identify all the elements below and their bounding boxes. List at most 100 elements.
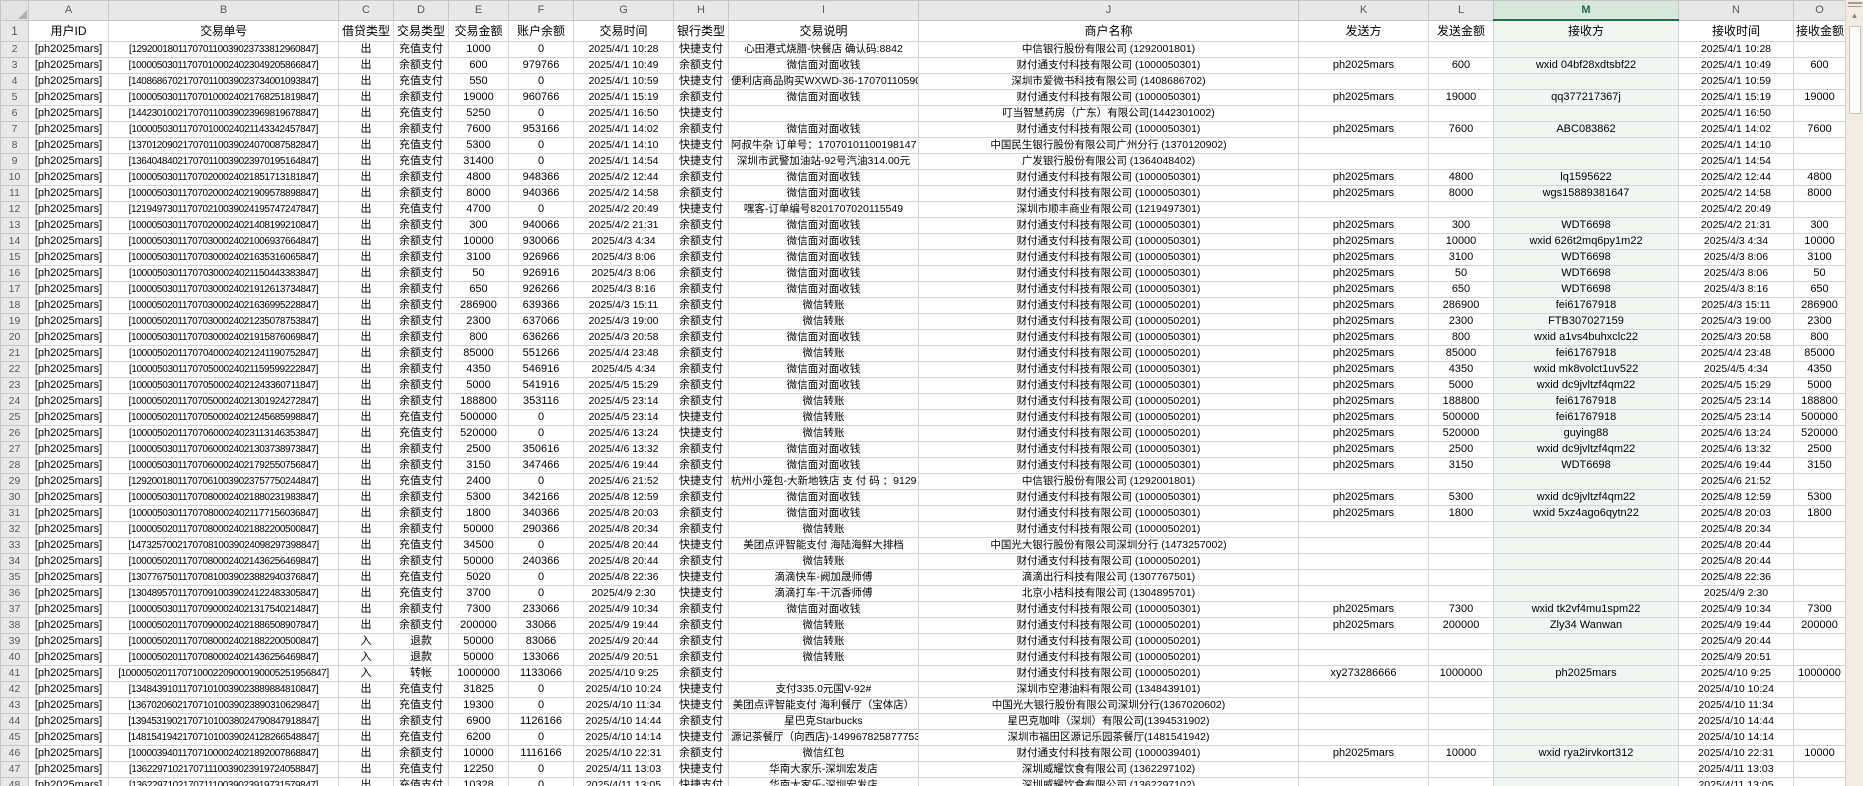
cell-A31[interactable]: [ph2025mars] xyxy=(28,505,109,522)
cell-F31[interactable]: 340366 xyxy=(508,505,574,522)
cell-F47[interactable]: 0 xyxy=(508,761,574,778)
cell-B45[interactable]: [148154194217071010039024128266548847] xyxy=(108,729,339,746)
cell-N12[interactable]: 2025/4/2 20:49 xyxy=(1678,201,1794,218)
cell-A15[interactable]: [ph2025mars] xyxy=(28,249,109,266)
cell-K1[interactable]: 发送方 xyxy=(1298,19,1429,42)
cell-D2[interactable]: 充值支付 xyxy=(393,41,449,58)
cell-E34[interactable]: 50000 xyxy=(448,553,509,570)
cell-N37[interactable]: 2025/4/9 10:34 xyxy=(1678,601,1794,618)
cell-K26[interactable]: ph2025mars xyxy=(1298,425,1429,442)
cell-F27[interactable]: 350616 xyxy=(508,441,574,458)
row-header-16[interactable]: 16 xyxy=(0,265,29,282)
cell-E26[interactable]: 520000 xyxy=(448,425,509,442)
cell-F48[interactable]: 0 xyxy=(508,777,574,786)
cell-I25[interactable]: 微信转账 xyxy=(728,409,919,426)
cell-J33[interactable]: 中国光大银行股份有限公司深圳分行 (1473257002) xyxy=(918,537,1299,554)
cell-C38[interactable]: 出 xyxy=(338,617,394,634)
cell-D20[interactable]: 余额支付 xyxy=(393,329,449,346)
cell-J13[interactable]: 财付通支付科技有限公司 (1000050301) xyxy=(918,217,1299,234)
cell-C37[interactable]: 出 xyxy=(338,601,394,618)
cell-J2[interactable]: 中信银行股份有限公司 (1292001801) xyxy=(918,41,1299,58)
cell-D37[interactable]: 余额支付 xyxy=(393,601,449,618)
cell-G39[interactable]: 2025/4/9 20:44 xyxy=(573,633,674,650)
row-header-45[interactable]: 45 xyxy=(0,729,29,746)
cell-L22[interactable]: 4350 xyxy=(1428,361,1494,378)
cell-G1[interactable]: 交易时间 xyxy=(573,19,674,42)
cell-I44[interactable]: 星巴克Starbucks xyxy=(728,713,919,730)
cell-D45[interactable]: 充值支付 xyxy=(393,729,449,746)
cell-J28[interactable]: 财付通支付科技有限公司 (1000050301) xyxy=(918,457,1299,474)
cell-N6[interactable]: 2025/4/1 16:50 xyxy=(1678,105,1794,122)
cell-D21[interactable]: 余额支付 xyxy=(393,345,449,362)
cell-E33[interactable]: 34500 xyxy=(448,537,509,554)
cell-E10[interactable]: 4800 xyxy=(448,169,509,186)
cell-B9[interactable]: [136404840217070110039023970195164847] xyxy=(108,153,339,170)
cell-A36[interactable]: [ph2025mars] xyxy=(28,585,109,602)
cell-B18[interactable]: [100005020117070300024021636995228847] xyxy=(108,297,339,314)
cell-K31[interactable]: ph2025mars xyxy=(1298,505,1429,522)
cell-G27[interactable]: 2025/4/6 13:32 xyxy=(573,441,674,458)
cell-J40[interactable]: 财付通支付科技有限公司 (1000050201) xyxy=(918,649,1299,666)
cell-B46[interactable]: [100003940117071000024021892007868847] xyxy=(108,745,339,762)
cell-J22[interactable]: 财付通支付科技有限公司 (1000050301) xyxy=(918,361,1299,378)
cell-H5[interactable]: 余额支付 xyxy=(673,89,729,106)
cell-I27[interactable]: 微信面对面收钱 xyxy=(728,441,919,458)
cell-F2[interactable]: 0 xyxy=(508,41,574,58)
cell-J6[interactable]: 叮当智慧药房（广东）有限公司(1442301002) xyxy=(918,105,1299,122)
cell-C45[interactable]: 出 xyxy=(338,729,394,746)
cell-G43[interactable]: 2025/4/10 11:34 xyxy=(573,697,674,714)
cell-H40[interactable]: 余额支付 xyxy=(673,649,729,666)
cell-O2[interactable] xyxy=(1793,41,1845,58)
cell-O42[interactable] xyxy=(1793,681,1845,698)
cell-F40[interactable]: 133066 xyxy=(508,649,574,666)
cell-K29[interactable] xyxy=(1298,473,1429,490)
cell-G20[interactable]: 2025/4/3 20:58 xyxy=(573,329,674,346)
cell-F44[interactable]: 1126166 xyxy=(508,713,574,730)
cell-F9[interactable]: 0 xyxy=(508,153,574,170)
cell-E27[interactable]: 2500 xyxy=(448,441,509,458)
column-header-K[interactable]: K xyxy=(1298,0,1429,21)
cell-K47[interactable] xyxy=(1298,761,1429,778)
column-header-B[interactable]: B xyxy=(108,0,339,21)
cell-M8[interactable] xyxy=(1493,137,1679,154)
cell-M35[interactable] xyxy=(1493,569,1679,586)
cell-O39[interactable] xyxy=(1793,633,1845,650)
cell-D22[interactable]: 余额支付 xyxy=(393,361,449,378)
cell-F13[interactable]: 940066 xyxy=(508,217,574,234)
cell-F41[interactable]: 1133066 xyxy=(508,665,574,682)
cell-L21[interactable]: 85000 xyxy=(1428,345,1494,362)
cell-O30[interactable]: 5300 xyxy=(1793,489,1845,506)
cell-M37[interactable]: wxid tk2vf4mu1spm22 xyxy=(1493,601,1679,618)
cell-K20[interactable]: ph2025mars xyxy=(1298,329,1429,346)
vertical-scrollbar[interactable]: ▲ xyxy=(1845,0,1863,786)
cell-J15[interactable]: 财付通支付科技有限公司 (1000050301) xyxy=(918,249,1299,266)
cell-N25[interactable]: 2025/4/5 23:14 xyxy=(1678,409,1794,426)
cell-L24[interactable]: 188800 xyxy=(1428,393,1494,410)
cell-N41[interactable]: 2025/4/10 9:25 xyxy=(1678,665,1794,682)
cell-A6[interactable]: [ph2025mars] xyxy=(28,105,109,122)
cell-M18[interactable]: fei61767918 xyxy=(1493,297,1679,314)
cell-O28[interactable]: 3150 xyxy=(1793,457,1845,474)
cell-E11[interactable]: 8000 xyxy=(448,185,509,202)
cell-L29[interactable] xyxy=(1428,473,1494,490)
cell-J39[interactable]: 财付通支付科技有限公司 (1000050201) xyxy=(918,633,1299,650)
cell-H22[interactable]: 余额支付 xyxy=(673,361,729,378)
cell-H9[interactable]: 快捷支付 xyxy=(673,153,729,170)
cell-G6[interactable]: 2025/4/1 16:50 xyxy=(573,105,674,122)
cell-J7[interactable]: 财付通支付科技有限公司 (1000050301) xyxy=(918,121,1299,138)
cell-G36[interactable]: 2025/4/9 2:30 xyxy=(573,585,674,602)
cell-O44[interactable] xyxy=(1793,713,1845,730)
cell-F29[interactable]: 0 xyxy=(508,473,574,490)
cell-C44[interactable]: 出 xyxy=(338,713,394,730)
cell-L16[interactable]: 50 xyxy=(1428,265,1494,282)
cell-L8[interactable] xyxy=(1428,137,1494,154)
row-header-26[interactable]: 26 xyxy=(0,425,29,442)
cell-H42[interactable]: 快捷支付 xyxy=(673,681,729,698)
cell-B22[interactable]: [100005030117070500024021159599222847] xyxy=(108,361,339,378)
cell-L11[interactable]: 8000 xyxy=(1428,185,1494,202)
cell-L38[interactable]: 200000 xyxy=(1428,617,1494,634)
cell-K37[interactable]: ph2025mars xyxy=(1298,601,1429,618)
cell-M27[interactable]: wxid dc9jvltzf4qm22 xyxy=(1493,441,1679,458)
cell-O1[interactable]: 接收金额 xyxy=(1793,19,1845,42)
cell-G14[interactable]: 2025/4/3 4:34 xyxy=(573,233,674,250)
